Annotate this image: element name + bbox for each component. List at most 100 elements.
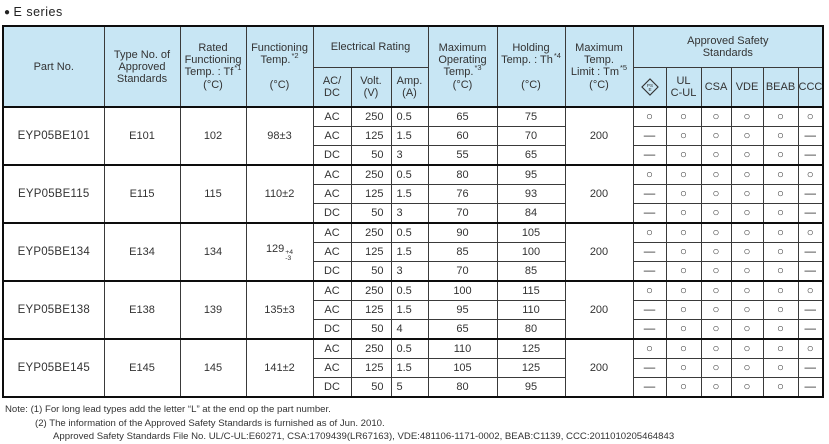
- spec-table: Part No. Type No. of Approved Standards …: [2, 25, 825, 398]
- acdc-cell: DC: [312, 203, 352, 224]
- volt-cell: 50: [350, 145, 392, 166]
- approval-cell: ○: [700, 222, 732, 243]
- series-title-text: E series: [13, 5, 63, 19]
- holding-temp-cell: 125: [496, 338, 566, 359]
- approval-cell: —: [797, 319, 824, 340]
- acdc-cell: AC: [312, 222, 352, 243]
- max-operating-temp-cell: 70: [427, 261, 498, 282]
- approval-cell: —: [797, 126, 824, 146]
- approval-cell: ○: [700, 203, 732, 224]
- approval-cell: ○: [665, 145, 702, 166]
- holding-temp-cell: 65: [496, 145, 566, 166]
- holding-temp-cell: 110: [496, 300, 566, 320]
- approval-cell: ○: [632, 280, 667, 301]
- approval-cell: ○: [797, 280, 824, 301]
- col-max-operating-temp: Maximum Operating Temp.*3 (°C): [427, 25, 498, 108]
- holding-temp-cell: 84: [496, 203, 566, 224]
- approval-cell: ○: [797, 222, 824, 243]
- approval-cell: ○: [665, 300, 702, 320]
- approval-cell: ○: [730, 126, 764, 146]
- max-operating-temp-cell: 85: [427, 242, 498, 262]
- amp-cell: 5: [390, 377, 429, 398]
- amp-cell: 0.5: [390, 164, 429, 185]
- notes: Note: (1) For long lead types add the le…: [2, 403, 829, 444]
- holding-temp-cell: 85: [496, 261, 566, 282]
- approval-cell: ○: [730, 280, 764, 301]
- col-rated-functioning-temp: Rated Functioning Temp. : Tf*1 (°C): [179, 25, 247, 108]
- approval-cell: —: [632, 300, 667, 320]
- table-row: EYP05BE138 E138 139 135±3 AC 250 0.5 100 115 200 ○…: [2, 280, 824, 340]
- acdc-cell: AC: [312, 106, 352, 127]
- type-no-cell: E145: [103, 338, 181, 398]
- table-row: DC 50 3 70 85— ○ ○ ○ ○ —: [3, 261, 824, 282]
- max-temp-limit-cell: 200: [564, 164, 634, 224]
- approval-cell: ○: [762, 184, 799, 204]
- volt-cell: 125: [350, 300, 392, 320]
- col-part-no: Part No.: [2, 25, 105, 108]
- col-group-approved-safety-standards: Approved Safety Standards: [632, 25, 824, 68]
- approval-cell: ○: [797, 164, 824, 185]
- holding-temp-cell: 105: [496, 222, 566, 243]
- note-line-1: Note: (1) For long lead types add the le…: [5, 404, 331, 415]
- max-operating-temp-cell: 70: [427, 203, 498, 224]
- holding-temp-cell: 125: [496, 358, 566, 378]
- amp-cell: 1.5: [390, 358, 429, 378]
- approval-cell: ○: [762, 338, 799, 359]
- approval-cell: ○: [700, 242, 732, 262]
- acdc-cell: DC: [312, 319, 352, 340]
- table-row: AC 125 1.5 95 110— ○ ○ ○ ○ —: [3, 300, 824, 320]
- approval-cell: ○: [700, 338, 732, 359]
- approval-cell: ○: [730, 203, 764, 224]
- page-title: ● E series: [4, 5, 829, 19]
- table-row: DC 50 3 70 84— ○ ○ ○ ○ —: [3, 203, 824, 224]
- part-no-cell: EYP05BE101: [2, 106, 105, 166]
- approval-cell: ○: [762, 319, 799, 340]
- approval-cell: ○: [730, 338, 764, 359]
- approval-cell: —: [797, 203, 824, 224]
- col-ccc: CCC: [797, 67, 824, 108]
- volt-cell: 250: [350, 280, 392, 301]
- rated-functioning-temp-cell: 134: [179, 222, 247, 282]
- col-ul-cul: UL C-UL: [665, 67, 702, 108]
- holding-temp-cell: 115: [496, 280, 566, 301]
- amp-cell: 0.5: [390, 222, 429, 243]
- approval-cell: —: [632, 377, 667, 398]
- volt-cell: 50: [350, 261, 392, 282]
- amp-cell: 1.5: [390, 242, 429, 262]
- approval-cell: ○: [665, 338, 702, 359]
- approval-cell: —: [797, 300, 824, 320]
- amp-cell: 1.5: [390, 126, 429, 146]
- max-operating-temp-cell: 90: [427, 222, 498, 243]
- holding-temp-cell: 75: [496, 106, 566, 127]
- acdc-cell: DC: [312, 261, 352, 282]
- col-holding-temp: Holding Temp. : Th*4 (°C): [496, 25, 566, 108]
- pse-diamond-icon: PS E: [640, 78, 659, 96]
- approval-cell: —: [797, 358, 824, 378]
- table-row: AC 125 1.5 105 125— ○ ○ ○ ○ —: [3, 358, 824, 378]
- approval-cell: ○: [762, 242, 799, 262]
- acdc-cell: AC: [312, 358, 352, 378]
- col-csa: CSA: [700, 67, 732, 108]
- volt-cell: 250: [350, 338, 392, 359]
- rated-functioning-temp-cell: 145: [179, 338, 247, 398]
- note-line-3: Approved Safety Standards File No. UL/C-…: [53, 431, 675, 442]
- approval-cell: ○: [762, 164, 799, 185]
- approval-cell: ○: [665, 280, 702, 301]
- approval-cell: —: [797, 377, 824, 398]
- approval-cell: ○: [632, 106, 667, 127]
- functioning-temp-value: 129: [265, 242, 285, 255]
- acdc-cell: AC: [312, 164, 352, 185]
- part-no-cell: EYP05BE134: [2, 222, 105, 282]
- approval-cell: ○: [665, 184, 702, 204]
- footnote-ref-1: *1: [234, 63, 242, 72]
- approval-cell: ○: [762, 222, 799, 243]
- volt-cell: 125: [350, 126, 392, 146]
- note-line-2: (2) The information of the Approved Safe…: [35, 417, 385, 429]
- approval-cell: ○: [665, 106, 702, 127]
- col-group-electrical-rating: Electrical Rating: [312, 25, 429, 68]
- approval-cell: —: [632, 184, 667, 204]
- col-volt: Volt. (V): [350, 67, 392, 108]
- holding-temp-cell: 70: [496, 126, 566, 146]
- table-row: AC 125 1.5 60 70— ○ ○ ○ ○ —: [3, 126, 824, 146]
- svg-text:E: E: [648, 87, 651, 92]
